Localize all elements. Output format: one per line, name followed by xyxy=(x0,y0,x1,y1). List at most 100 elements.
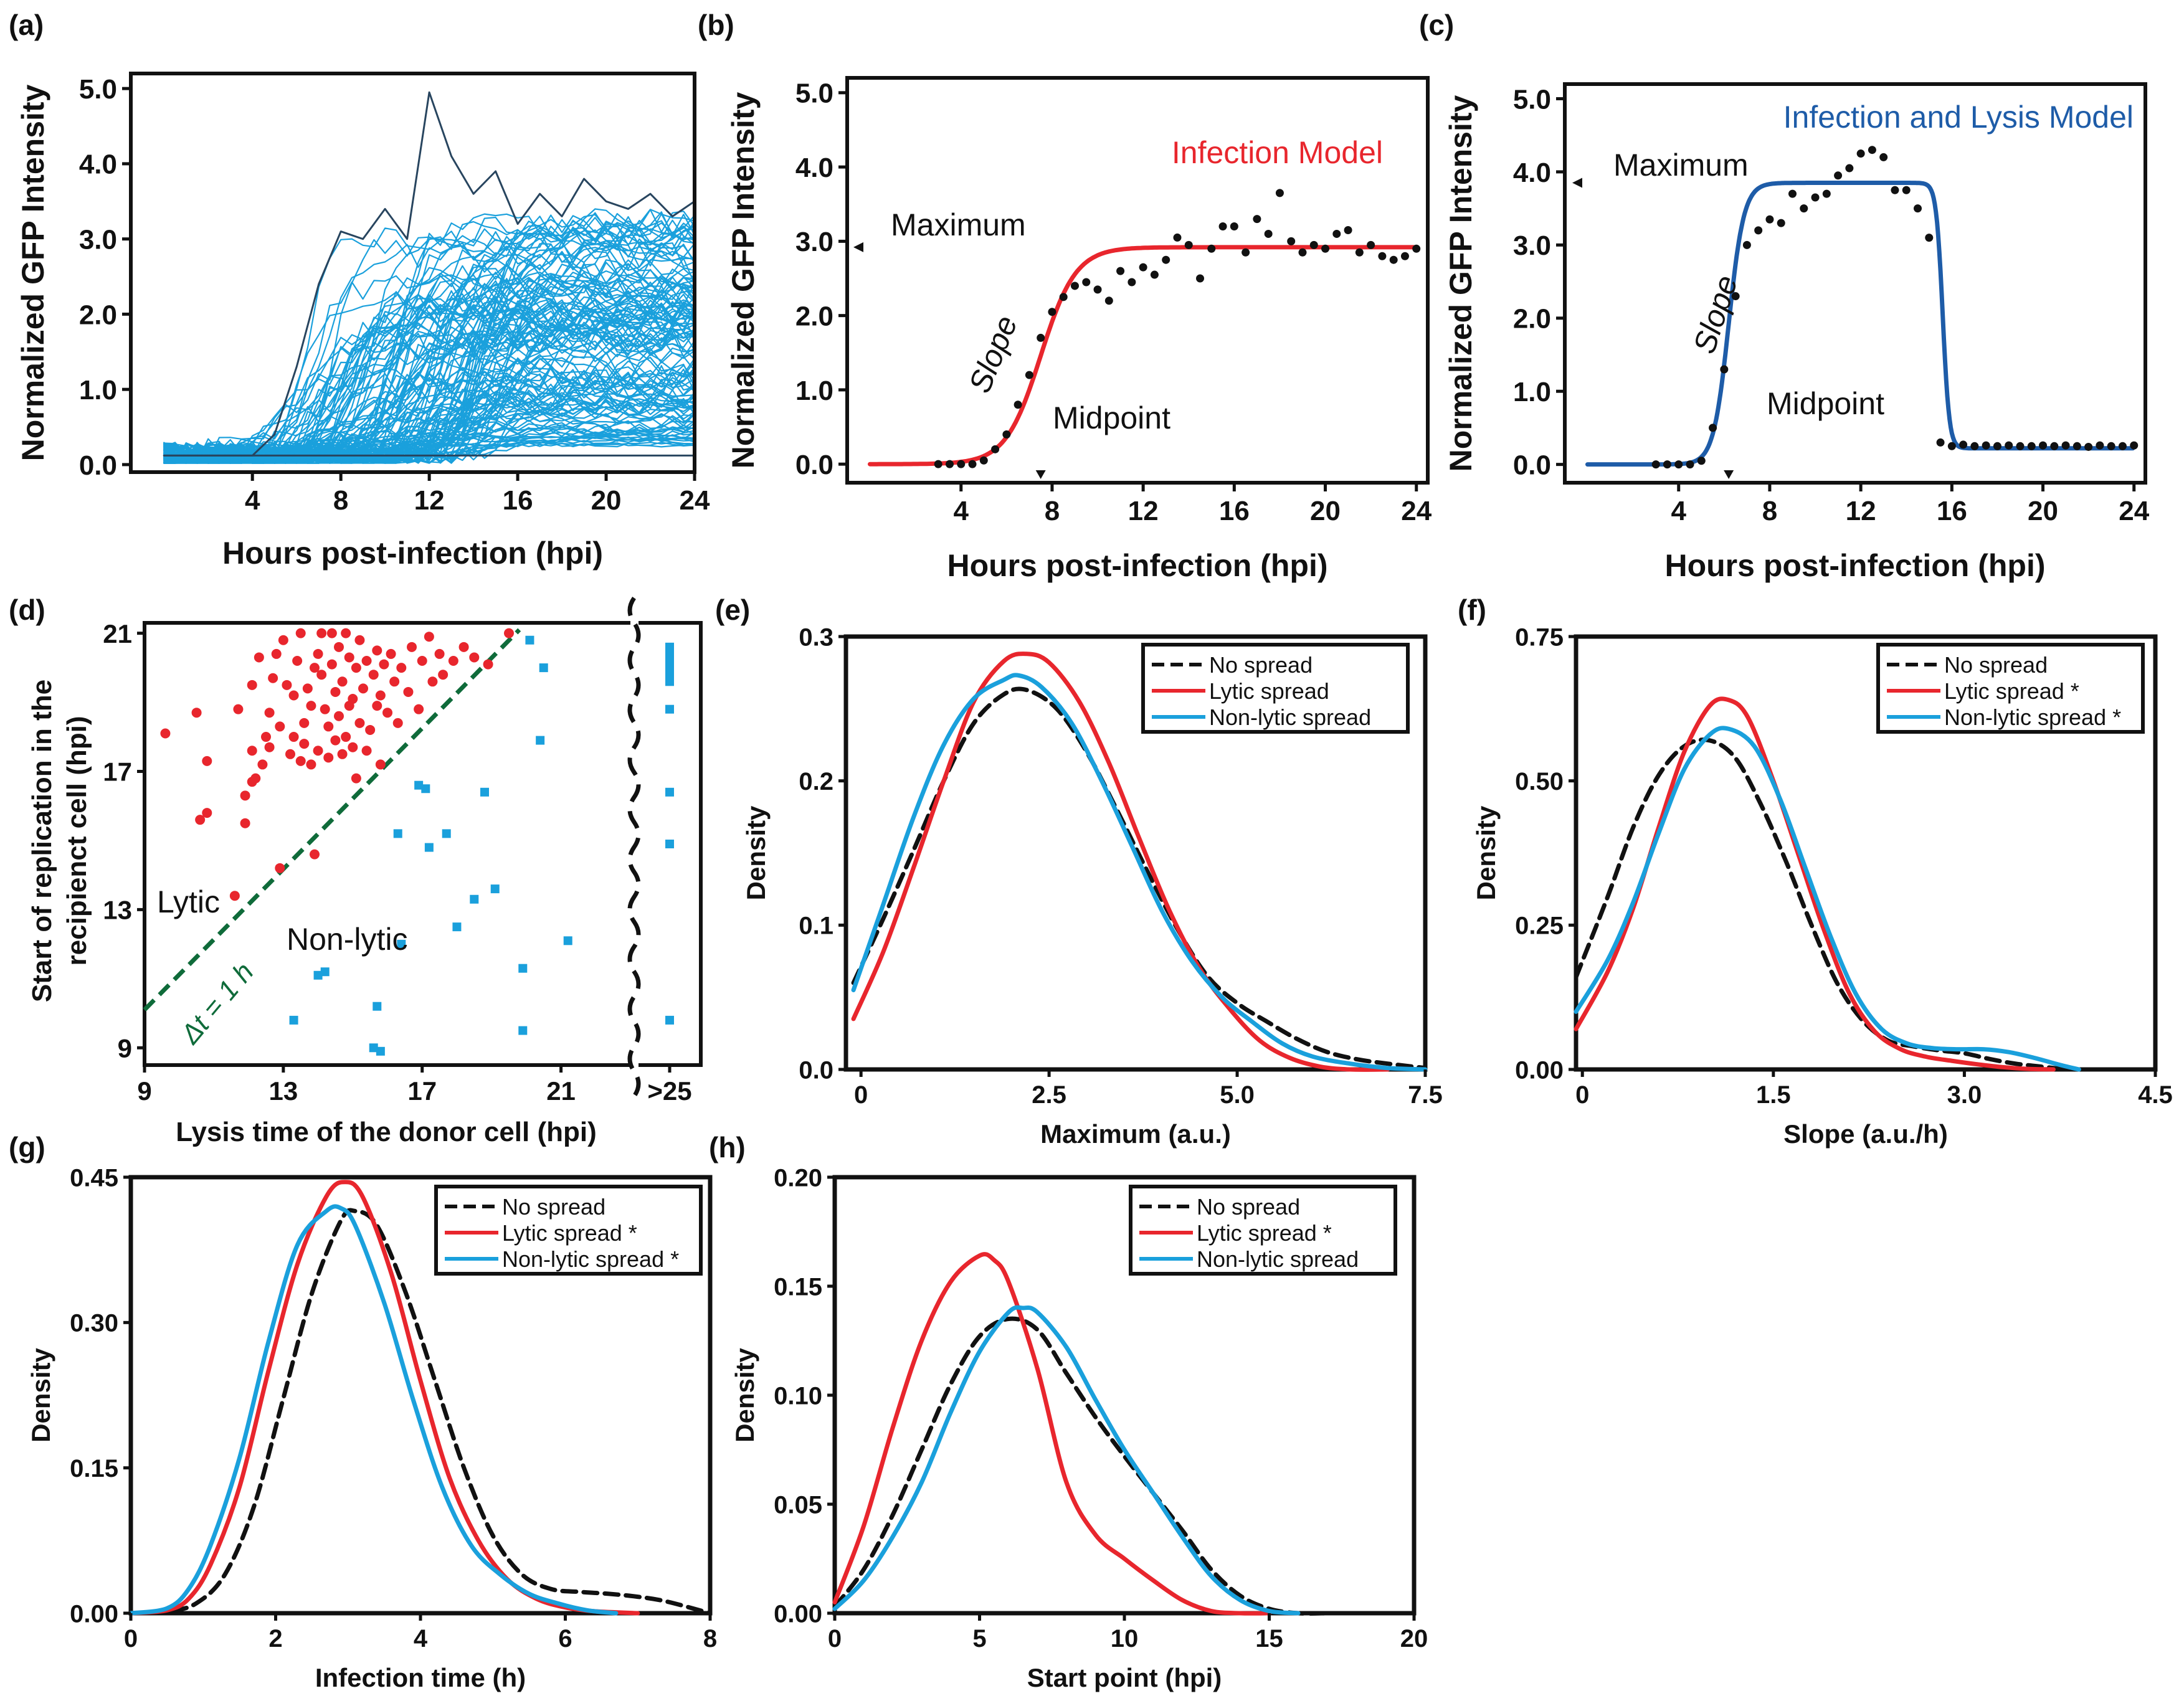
lytic-point xyxy=(334,642,344,652)
data-point xyxy=(1355,248,1364,257)
data-point xyxy=(2039,441,2048,450)
lytic-point xyxy=(275,721,285,732)
legend-entry: Lytic spread * xyxy=(502,1220,637,1246)
x-tick-label: 8 xyxy=(1762,496,1777,526)
y-axis-label: Density xyxy=(26,1348,55,1443)
data-point xyxy=(1059,293,1068,301)
lytic-point xyxy=(392,718,403,728)
density-curve xyxy=(128,1204,619,1616)
y-axis-label: Density xyxy=(730,1348,759,1443)
x-tick-label: 5 xyxy=(972,1625,986,1652)
lytic-point xyxy=(306,701,316,711)
nonlytic-point-late xyxy=(665,642,674,652)
panel-label: (c) xyxy=(1419,9,1454,41)
lytic-point xyxy=(288,690,299,701)
nonlytic-point-late xyxy=(665,704,674,714)
legend-entry: Non-lytic spread * xyxy=(1944,704,2121,730)
x-tick-label: 13 xyxy=(268,1076,298,1106)
y-tick-label: 0.2 xyxy=(799,768,833,795)
nonlytic-point xyxy=(470,894,479,904)
y-axis-label: Density xyxy=(741,805,771,900)
x-axis-label: Hours post-infection (hpi) xyxy=(947,548,1327,583)
data-point xyxy=(1822,189,1831,198)
y-tick-label: 9 xyxy=(118,1033,132,1063)
data-point xyxy=(934,460,942,468)
data-point xyxy=(1800,204,1808,213)
data-point xyxy=(1891,186,1899,194)
data-point xyxy=(1116,267,1125,275)
panel-label: (h) xyxy=(709,1131,746,1163)
lytic-point xyxy=(316,628,327,638)
y-tick-label: 0.05 xyxy=(774,1491,822,1519)
data-point xyxy=(1332,229,1341,238)
x-tick-label: 21 xyxy=(546,1076,576,1106)
data-point xyxy=(1674,460,1683,469)
data-point xyxy=(1982,441,1990,450)
x-tick-label: 12 xyxy=(1846,496,1876,526)
lytic-point xyxy=(257,759,268,770)
lytic-point xyxy=(299,718,310,728)
legend-entry: Non-lytic spread xyxy=(1209,704,1371,730)
plot-frame xyxy=(129,72,696,474)
lytic-point xyxy=(195,815,206,825)
y-tick-label: 1.0 xyxy=(1513,377,1551,407)
data-points xyxy=(1651,146,2139,469)
nonlytic-point xyxy=(539,663,548,673)
nonlytic-point-late xyxy=(665,670,674,680)
model-label: Infection and Lysis Model xyxy=(1783,100,2134,135)
data-point xyxy=(1002,430,1011,438)
y-tick-label: 3.0 xyxy=(795,227,833,257)
legend-entry: No spread xyxy=(1944,652,2048,678)
midpoint-annotation: Midpoint xyxy=(1767,386,1884,421)
lytic-point xyxy=(202,756,212,766)
lytic-point xyxy=(313,746,323,756)
data-point xyxy=(1025,371,1033,379)
x-axis-label: Lysis time of the donor cell (hpi) xyxy=(176,1117,597,1147)
data-point xyxy=(1400,252,1409,260)
lytic-point xyxy=(323,721,334,732)
data-point xyxy=(1253,215,1261,224)
data-point xyxy=(1959,440,1968,449)
data-point xyxy=(1184,240,1193,249)
trace-group xyxy=(163,91,696,464)
lytic-point xyxy=(302,683,313,694)
lytic-point xyxy=(483,659,493,670)
y-tick-label: 1.0 xyxy=(795,376,833,406)
x-tick-label: 20 xyxy=(591,485,622,516)
data-point xyxy=(1709,424,1717,432)
data-point xyxy=(1970,442,1979,450)
lytic-point xyxy=(403,686,414,697)
x-tick-label: 20 xyxy=(1400,1625,1428,1652)
lytic-point xyxy=(313,648,323,659)
data-point xyxy=(1207,244,1216,253)
data-point xyxy=(1378,252,1387,260)
data-point xyxy=(968,460,977,468)
plot-frame xyxy=(1563,82,2147,485)
data-point xyxy=(1936,438,1945,447)
lytic-point xyxy=(299,739,310,749)
data-point xyxy=(1651,460,1660,469)
x-tick-label: 7.5 xyxy=(1408,1081,1443,1109)
x-tick-label: 6 xyxy=(558,1625,572,1652)
panel-b: 4 8 12 16 20 24 0.0 1.0 2.0 3.0 4.0 5.0 Hours post-i… xyxy=(726,76,1432,583)
y-tick-label: 4.0 xyxy=(79,149,117,180)
x-tick-label: 24 xyxy=(1401,496,1431,526)
lytic-point xyxy=(250,773,261,784)
y-tick-label: 0.25 xyxy=(1515,912,1564,940)
lytic-point xyxy=(326,628,337,638)
y-tick-label: 0.1 xyxy=(799,912,833,940)
gfp-trace xyxy=(163,305,696,464)
gfp-trace-dark xyxy=(163,91,696,457)
y-tick-label: 0.15 xyxy=(70,1455,118,1482)
y-tick-label: 0.50 xyxy=(1515,768,1564,795)
y-tick-label: 0.0 xyxy=(795,450,833,480)
y-tick-label: 17 xyxy=(103,757,132,787)
x-tick-label: 12 xyxy=(414,485,445,516)
nonlytic-point xyxy=(393,829,402,838)
data-point xyxy=(1947,442,1956,450)
nonlytic-point xyxy=(320,967,330,977)
data-point xyxy=(2118,442,2127,450)
lytic-point xyxy=(361,746,372,756)
gfp-trace xyxy=(163,371,696,464)
